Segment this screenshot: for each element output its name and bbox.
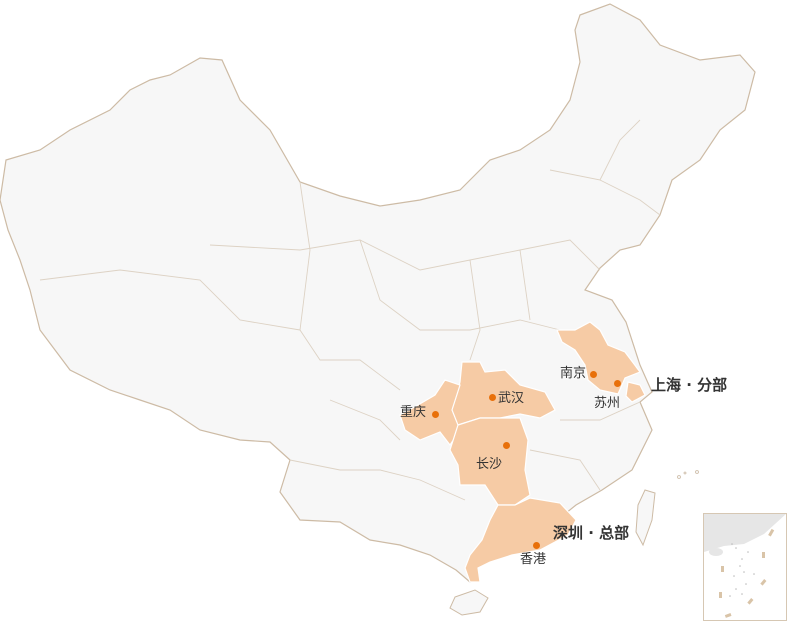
highlighted-provinces — [399, 321, 646, 583]
city-dot-hongkong — [532, 541, 540, 549]
city-dot-changsha — [502, 441, 510, 449]
taiwan-island — [635, 489, 656, 547]
province-jiangsu — [556, 321, 641, 395]
city-label-wuhan: 武汉 — [498, 391, 525, 406]
province-shanghai — [625, 381, 646, 403]
city-label-chongqing: 重庆 — [400, 405, 427, 420]
inset-map — [704, 514, 786, 618]
city-dot-wuhan — [488, 393, 496, 401]
south-china-sea-inset — [703, 513, 787, 621]
office-label-shenzhen-hq: 深圳 · 总部 — [553, 524, 630, 542]
city-label-nanjing: 南京 — [560, 366, 587, 381]
province-borders — [39, 119, 661, 501]
office-label-shanghai-branch: 上海 · 分部 — [651, 376, 728, 394]
city-label-suzhou: 苏州 — [594, 396, 621, 411]
small-islands — [677, 470, 699, 479]
hainan-island — [449, 589, 489, 616]
province-hunan — [449, 417, 531, 506]
city-dot-suzhou — [613, 379, 621, 387]
province-guangdong — [464, 497, 577, 583]
province-chongqing — [399, 379, 461, 447]
city-dot-nanjing — [589, 370, 597, 378]
city-label-hongkong: 香港 — [520, 552, 547, 567]
city-label-changsha: 长沙 — [476, 457, 503, 472]
city-dot-chongqing — [431, 410, 439, 418]
